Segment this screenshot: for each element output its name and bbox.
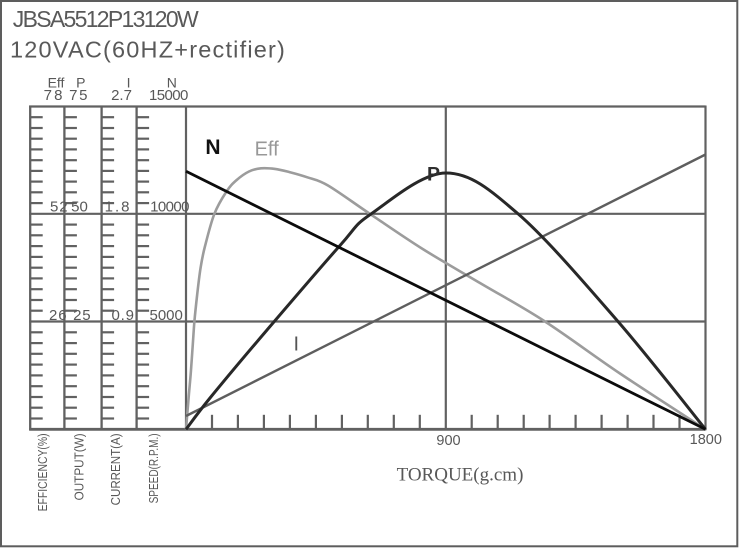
svg-text:15000: 15000 [149,87,188,104]
svg-text:52: 52 [50,198,68,215]
svg-text:10000: 10000 [150,198,189,215]
svg-text:0.9: 0.9 [111,307,134,324]
svg-text:EFFICIENCY(%): EFFICIENCY(%) [35,433,50,511]
svg-text:TORQUE(g.cm): TORQUE(g.cm) [397,465,524,486]
svg-text:2.7: 2.7 [111,87,132,104]
svg-text:N: N [205,136,220,159]
svg-text:P: P [427,163,440,185]
svg-text:25: 25 [73,307,91,324]
svg-text:I: I [294,333,300,355]
svg-text:SPEED(R.P.M.): SPEED(R.P.M.) [146,433,161,503]
svg-text:Eff: Eff [255,139,280,161]
svg-text:50: 50 [71,198,88,215]
svg-text:CURRENT(A): CURRENT(A) [108,433,123,505]
svg-text:78: 78 [44,87,65,104]
svg-text:5000: 5000 [150,307,183,324]
svg-text:75: 75 [69,87,89,104]
svg-text:1.8: 1.8 [105,198,132,215]
svg-text:N: N [167,75,177,91]
svg-text:26: 26 [49,307,67,324]
svg-text:1800: 1800 [690,432,722,448]
svg-text:OUTPUT(W): OUTPUT(W) [71,433,86,500]
svg-text:120VAC(60HZ+rectifier): 120VAC(60HZ+rectifier) [10,36,286,62]
svg-text:P: P [76,75,85,91]
svg-text:I: I [127,75,131,91]
svg-text:Eff: Eff [48,75,65,91]
svg-text:900: 900 [436,433,460,449]
svg-text:JBSA5512P13120W: JBSA5512P13120W [13,6,199,32]
